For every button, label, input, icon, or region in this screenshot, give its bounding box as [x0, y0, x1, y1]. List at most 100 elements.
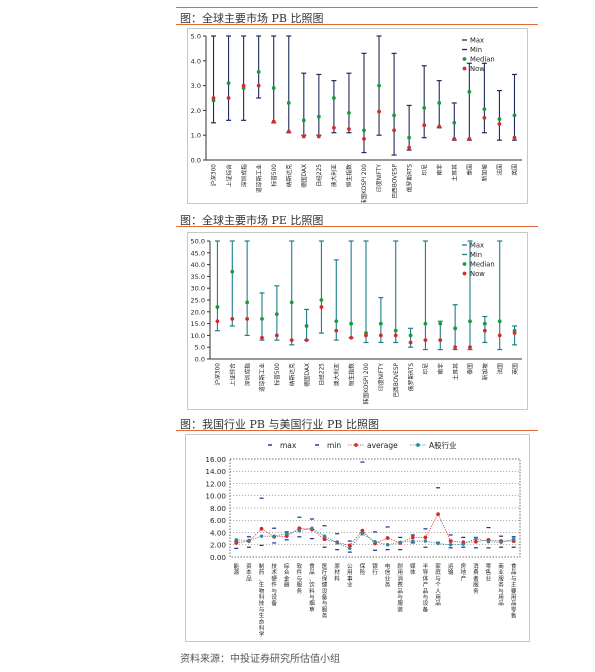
- legend-label: Max: [470, 242, 484, 250]
- x-tick-char: 售: [486, 568, 492, 576]
- x-tick-char: 体: [423, 574, 429, 582]
- x-tick-char: 险: [360, 568, 366, 576]
- legend-label: Now: [470, 65, 485, 73]
- average-point: [423, 535, 428, 540]
- x-tick-char: 业: [385, 574, 391, 582]
- x-tick-label-group: 媒体: [410, 563, 416, 576]
- y-tick-label: 35.0: [191, 273, 205, 281]
- a-share-point: [247, 538, 251, 543]
- median-point: [256, 70, 261, 74]
- now-point: [452, 137, 457, 141]
- source-note: 资料来源：中投证券研究所估值小组: [180, 654, 340, 665]
- average-point: [473, 539, 478, 544]
- x-tick-char: 件: [297, 568, 303, 576]
- x-tick-label: 印度NIFTY: [375, 164, 383, 192]
- x-tick-char: 用: [435, 594, 441, 601]
- x-tick-char: 庭: [435, 568, 441, 576]
- x-tick-char: 服: [498, 575, 504, 582]
- x-tick-label: 英国: [511, 164, 519, 176]
- x-tick-char: 媒: [410, 563, 416, 570]
- legend-marker: [462, 66, 467, 71]
- x-tick-char: 原: [334, 563, 340, 570]
- x-tick-label: 土耳其: [451, 363, 459, 381]
- median-point: [392, 113, 396, 118]
- average-point: [322, 537, 327, 542]
- x-tick-char: 业: [347, 581, 353, 589]
- x-tick-char: 与: [511, 574, 517, 582]
- x-tick-char: 疗: [322, 568, 328, 576]
- x-tick-char: 术: [271, 568, 277, 576]
- now-point: [378, 333, 383, 338]
- now-point: [215, 319, 220, 324]
- x-tick-label: 印度NIFTY: [377, 363, 385, 391]
- median-point: [408, 333, 413, 338]
- median-point: [301, 118, 306, 123]
- median-point: [230, 269, 235, 274]
- x-tick-label: 标普500: [270, 164, 278, 187]
- x-tick-char: 输: [448, 568, 454, 576]
- x-tick-label: 法国: [496, 164, 504, 176]
- x-tick-char: 品: [511, 569, 517, 576]
- pb-chart: 0.0 1.0 2.0 3.0 4.0 5.0 沪深300 上证综合 深圳成指 道琼斯工业 标普50…: [191, 33, 522, 205]
- pb-chart-title: 图：全球主要市场 PB 比照图: [180, 12, 324, 25]
- median-point: [497, 319, 502, 324]
- y-tick-label: 20.0: [191, 308, 205, 316]
- now-point: [468, 345, 472, 350]
- x-tick-char: 饮: [309, 581, 315, 589]
- average-point: [360, 528, 365, 533]
- now-point: [467, 137, 472, 141]
- x-tick-char: 品: [435, 600, 441, 607]
- x-tick-char: 设: [322, 587, 328, 595]
- x-tick-char: 事: [347, 574, 353, 582]
- legend-label: average: [367, 441, 398, 450]
- y-tick-label: 30.0: [191, 285, 205, 293]
- median-point: [468, 319, 472, 324]
- x-tick-label: 英国: [511, 363, 519, 375]
- legend-label: Min: [470, 251, 482, 259]
- x-tick-label: 澳大利亚: [332, 363, 340, 386]
- x-tick-char: 草: [309, 605, 315, 613]
- x-tick-char: 零: [486, 563, 492, 570]
- pe-chart: 0.0 5.0 10.0 15.0 20.0 25.0 30.0 35.0 40.0 45.0 50…: [191, 238, 522, 404]
- x-tick-char: 品: [246, 575, 252, 582]
- median-point: [422, 106, 427, 110]
- pe-chart-title: 图：全球主要市场 PE 比照图: [180, 214, 324, 227]
- a-share-point: [373, 539, 377, 544]
- x-tick-label: 日经225: [315, 164, 323, 187]
- x-tick-char: 务: [297, 587, 303, 595]
- now-point: [286, 129, 291, 134]
- x-tick-label: 巴西BOVESP: [393, 362, 400, 397]
- x-tick-char: 与: [423, 593, 429, 601]
- x-tick-char: 行: [372, 568, 378, 576]
- x-tick-label-group: 银行: [372, 562, 378, 576]
- y-tick-label: 2.0: [191, 107, 201, 115]
- x-tick-char: 与: [259, 605, 265, 613]
- header-rule-top: [176, 7, 538, 8]
- x-tick-char: 商: [498, 562, 504, 570]
- x-tick-char: 产: [460, 574, 466, 582]
- x-tick-char: 务: [498, 581, 504, 589]
- now-point: [316, 134, 321, 139]
- x-tick-char: 资: [246, 562, 252, 570]
- median-point: [393, 328, 398, 333]
- x-tick-char: 家: [435, 562, 441, 570]
- x-tick-label: 德国DAX: [303, 363, 311, 387]
- x-tick-char: 业: [486, 574, 492, 582]
- x-tick-char: 件: [271, 581, 277, 589]
- industry-chart: 0.00 2.00 4.00 6.00 8.00 10.00 12.00 14.00 16.00…: [205, 440, 521, 638]
- legend-label: max: [280, 441, 297, 450]
- median-point: [289, 300, 294, 305]
- x-tick-char: 科: [259, 593, 265, 601]
- x-tick-char: 技: [271, 562, 277, 570]
- x-tick-label: 泰国: [466, 164, 474, 176]
- y-tick-label: 5.0: [191, 33, 201, 41]
- x-tick-char: 消: [473, 562, 479, 570]
- legend-marker: [354, 443, 358, 447]
- x-tick-char: 与: [435, 574, 441, 582]
- x-tick-char: 个: [435, 582, 441, 589]
- a-share-point: [285, 532, 289, 536]
- a-share-point: [272, 534, 276, 538]
- x-tick-char: 与: [498, 587, 504, 595]
